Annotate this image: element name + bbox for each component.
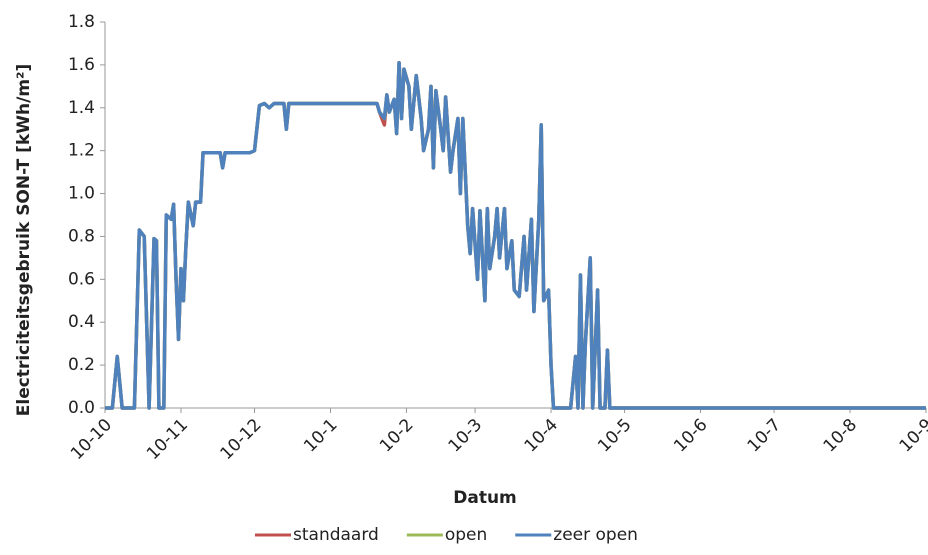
x-tick-label: 10-10 bbox=[67, 415, 116, 464]
y-tick-label: 1.8 bbox=[68, 12, 95, 32]
y-axis-title: Electriciteitsgebruik SON-T [kWh/m²] bbox=[14, 64, 34, 416]
x-tick-label: 10-6 bbox=[670, 415, 711, 456]
x-tick-label: 10-5 bbox=[594, 415, 635, 456]
x-tick-label: 10-4 bbox=[521, 415, 562, 456]
y-tick-label: 1.4 bbox=[68, 98, 95, 118]
x-tick-label: 10-11 bbox=[143, 415, 192, 464]
legend-label: zeer open bbox=[553, 525, 638, 545]
y-tick-label: 1.2 bbox=[68, 141, 95, 161]
x-tick-label: 10-2 bbox=[376, 415, 417, 456]
x-tick-label: 10-1 bbox=[300, 415, 341, 456]
x-tick-label: 10-9 bbox=[896, 415, 928, 456]
x-tick-label: 10-8 bbox=[820, 415, 861, 456]
y-tick-label: 0.0 bbox=[68, 398, 95, 418]
y-tick-label: 1.0 bbox=[68, 184, 95, 204]
series-line bbox=[105, 60, 926, 410]
x-tick-label: 10-7 bbox=[744, 415, 785, 456]
x-tick-label: 10-3 bbox=[445, 415, 486, 456]
legend-label: standaard bbox=[293, 525, 379, 545]
legend-label: open bbox=[445, 525, 487, 545]
x-tick-label: 10-12 bbox=[216, 415, 265, 464]
y-tick-label: 1.6 bbox=[68, 55, 95, 75]
y-tick-label: 0.4 bbox=[68, 312, 95, 332]
y-tick-label: 0.8 bbox=[68, 226, 95, 246]
y-tick-label: 0.2 bbox=[68, 355, 95, 375]
x-axis-title: Datum bbox=[453, 488, 517, 508]
series-line bbox=[105, 60, 926, 410]
y-tick-label: 0.6 bbox=[68, 269, 95, 289]
series-line bbox=[105, 60, 926, 410]
